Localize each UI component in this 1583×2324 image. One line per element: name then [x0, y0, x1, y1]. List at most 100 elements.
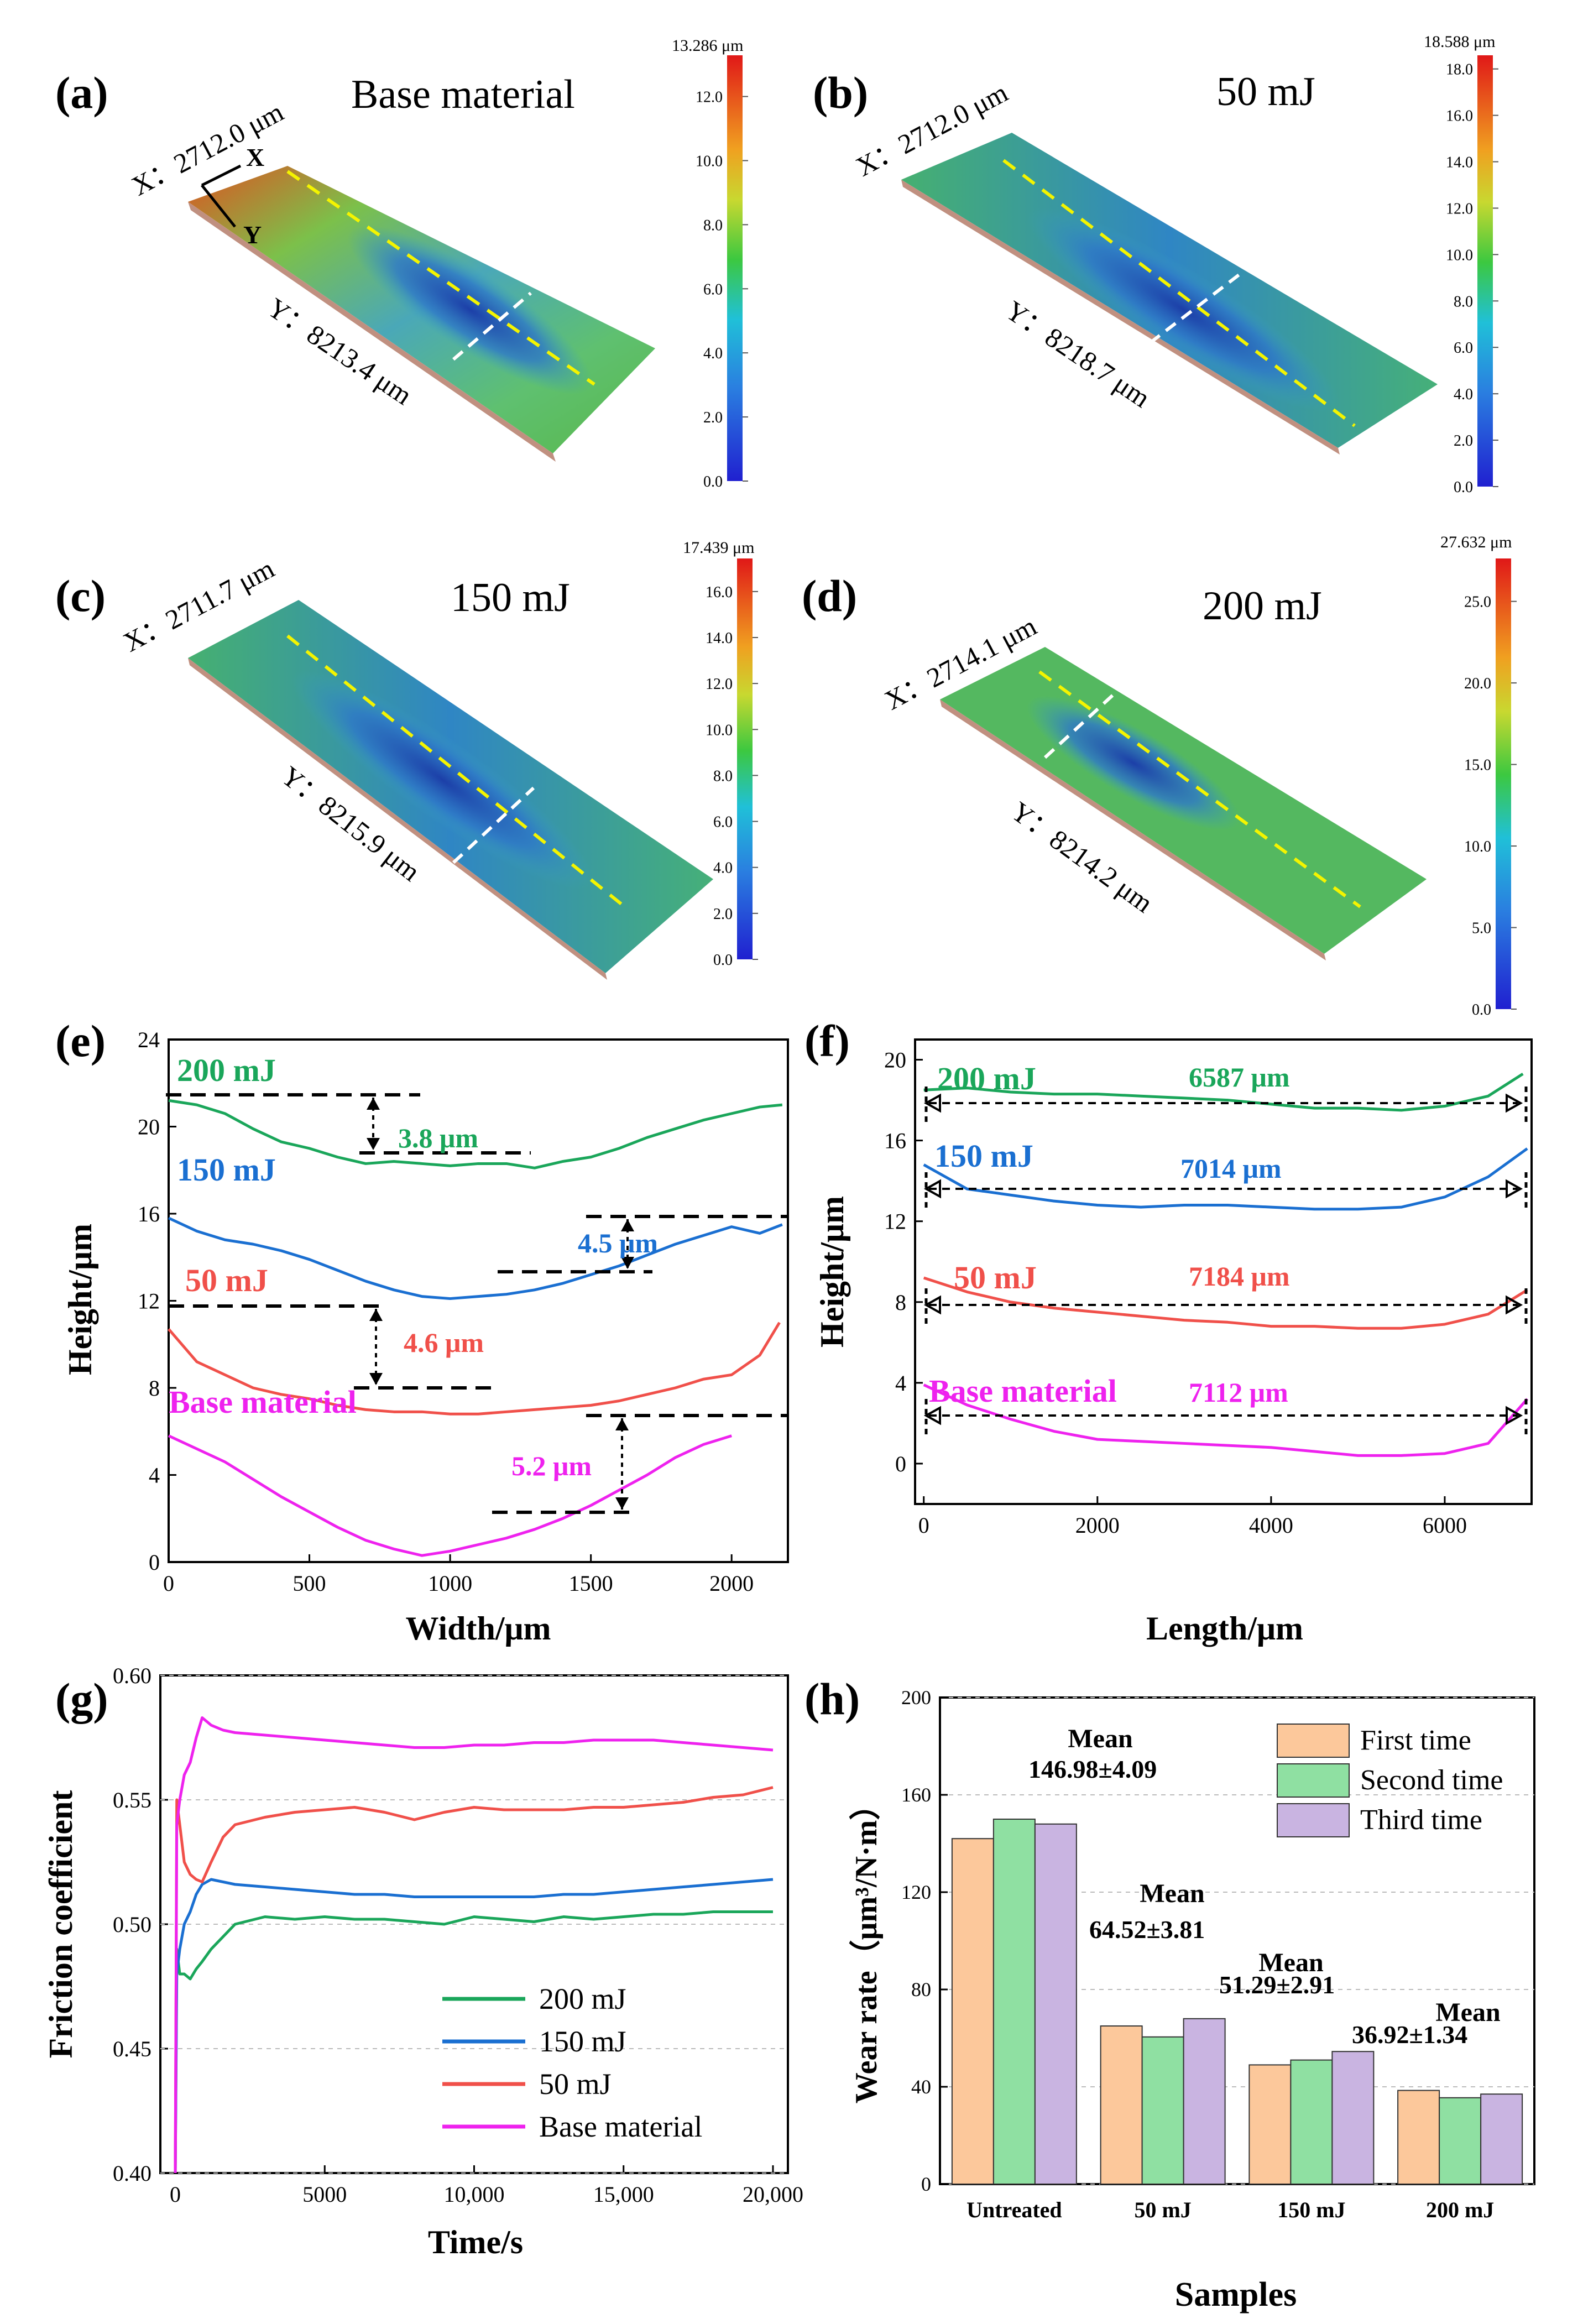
mean-value: 51.29±2.91 — [1219, 1971, 1335, 1999]
depth-annotation: 5.2 μm — [511, 1450, 592, 1481]
y-axis-label: Height/μm — [62, 1224, 98, 1375]
panel-title: 50 mJ — [1216, 69, 1315, 114]
y-tick-label: 0.55 — [113, 1788, 151, 1813]
colorbar-tick-label: 0.0 — [1472, 1001, 1491, 1019]
y-tick-label: 12 — [138, 1289, 160, 1314]
legend-swatch — [1277, 1763, 1350, 1798]
bar-first-time — [1248, 2064, 1292, 2185]
colorbar-tick-label: 16.0 — [706, 584, 733, 601]
y-tick-label: 0 — [921, 2173, 931, 2195]
axis-y-letter: Y — [243, 221, 262, 249]
y-tick-label: 80 — [911, 1978, 931, 2001]
colorbar-tick-label: 2.0 — [703, 409, 723, 426]
y-tick-label: 20 — [884, 1048, 906, 1073]
panel-tag: (h) — [804, 1674, 860, 1724]
series-label: 50 mJ — [954, 1260, 1037, 1296]
plot-frame — [914, 1038, 1533, 1505]
x-tick-label: 0 — [170, 2182, 181, 2207]
colorbar-tick-label: 18.0 — [1446, 61, 1473, 79]
colorbar-ticks: 0.0 2.0 4.0 6.0 8.0 10.0 12.0 14.0 16.0 — [706, 584, 758, 969]
arrow-head — [1506, 1406, 1523, 1425]
chart-h: 0 40 80 120 160 200 Untreated 50 mJ 150 mJ 200 mJ… — [901, 1686, 1534, 2222]
x-tick-label: 10,000 — [444, 2182, 505, 2207]
series-label: 150 mJ — [934, 1138, 1033, 1174]
series-label: 200 mJ — [937, 1061, 1036, 1096]
y-tick-label: 0.50 — [113, 1912, 151, 1937]
arrow-head — [923, 1179, 941, 1199]
legend-label: Second time — [1360, 1764, 1503, 1796]
panel-b: (b) 50 mJ X：2712.0 μm Y：8218.7 μm 18.588… — [813, 33, 1498, 496]
x-tick-label: 0 — [163, 1571, 174, 1596]
colorbar-tick-label: 2.0 — [713, 906, 733, 923]
arrow-head — [923, 1295, 941, 1315]
colorbar-tick-label: 10.0 — [706, 722, 733, 739]
arrow-head — [367, 1138, 380, 1150]
series-label: 150 mJ — [177, 1152, 276, 1188]
colorbar-ticks: 0.0 2.0 4.0 6.0 8.0 10.0 12.0 14.0 16.0 18.0 — [1446, 61, 1498, 496]
colorbar-tick-label: 10.0 — [696, 153, 723, 170]
bar-first-time — [951, 1838, 994, 2185]
mean-label: Mean — [1435, 1998, 1500, 2027]
legend-label: Base material — [539, 2110, 702, 2143]
series-line-150-mj — [923, 1147, 1528, 1211]
surface-edge — [940, 699, 1326, 960]
series-label: 200 mJ — [177, 1052, 276, 1088]
series-label: 50 mJ — [185, 1262, 268, 1298]
series-line-150-mj — [174, 1878, 774, 2174]
bar-second-time — [1141, 2036, 1184, 2185]
y-tick-label: 160 — [901, 1784, 931, 1806]
x-axis-label: Time/s — [428, 2224, 523, 2260]
colorbar-max: 17.439 μm — [683, 539, 754, 557]
series-line-150-mj — [168, 1216, 783, 1301]
panel-g: (g) 0 5000 10,000 15,000 20,0000.400.450.500… — [43, 1663, 803, 2260]
surface-edge — [188, 202, 556, 462]
x-tick-label: 6000 — [1423, 1513, 1467, 1538]
x-axis-indicator — [201, 164, 242, 187]
bar-third-time — [1034, 1823, 1077, 2185]
colorbar-tick-label: 4.0 — [1454, 386, 1473, 403]
panel-tag: (d) — [802, 571, 857, 621]
x-tick-label: 2000 — [1075, 1513, 1120, 1538]
mean-label: Mean — [1140, 1879, 1204, 1908]
colorbar-tick-label: 6.0 — [713, 814, 733, 831]
colorbar-ticks: 0.0 2.0 4.0 6.0 8.0 10.0 12.0 — [696, 89, 748, 490]
arrow-head — [923, 1093, 941, 1113]
colorbar-tick-label: 4.0 — [713, 860, 733, 877]
panel-a: (a) Base material X Y X：2712.0 μm Y：8213… — [55, 36, 748, 490]
legend-swatch — [1277, 1803, 1350, 1837]
chart-g: 0 5000 10,000 15,000 20,000 0.40 0.45 0.50 0.55 0… — [113, 1663, 803, 2207]
y-tick-label: 16 — [884, 1129, 906, 1153]
x-tick-label: 4000 — [1249, 1513, 1293, 1538]
colorbar-tick-label: 25.0 — [1464, 594, 1491, 611]
length-annotation: 7014 μm — [1180, 1153, 1282, 1184]
arrow-head — [369, 1373, 383, 1385]
series-line-50-mj — [168, 1322, 781, 1416]
y-axis-label: Height/μm — [814, 1196, 850, 1348]
panel-tag: (a) — [55, 67, 108, 118]
colorbar-tick-label: 8.0 — [713, 767, 733, 785]
series-line-200-mj — [174, 1910, 773, 2174]
y-tick-label: 8 — [149, 1376, 160, 1401]
arrow-head — [1506, 1295, 1523, 1315]
legend: 200 mJ 150 mJ 50 mJ Base material — [442, 1982, 702, 2143]
y-tick-label: 20 — [138, 1115, 160, 1140]
series-line-200-mj — [168, 1099, 783, 1169]
scan-direction-arrow — [1038, 670, 1361, 908]
category-label: 50 mJ — [1134, 2197, 1191, 2222]
colorbar-tick-label: 8.0 — [1454, 293, 1473, 310]
y-tick-label: 12 — [884, 1209, 906, 1234]
depth-annotation: 4.6 μm — [404, 1327, 484, 1358]
profile-direction-arrow — [452, 786, 535, 864]
series-line-200-mj — [923, 1072, 1524, 1112]
plot-frame — [939, 1696, 1535, 2185]
colorbar-tick-label: 5.0 — [1472, 920, 1491, 937]
x-axis-label: Samples — [1175, 2276, 1297, 2313]
surface-edge — [188, 658, 607, 980]
x-tick-label: 20,000 — [743, 2182, 803, 2207]
colorbar-tick-label: 16.0 — [1446, 108, 1473, 125]
y-tick-label: 16 — [138, 1202, 160, 1226]
colorbar — [727, 55, 743, 481]
panel-tag: (g) — [55, 1674, 108, 1724]
scan-direction-arrow — [286, 170, 595, 386]
arrow-head — [621, 1257, 634, 1269]
